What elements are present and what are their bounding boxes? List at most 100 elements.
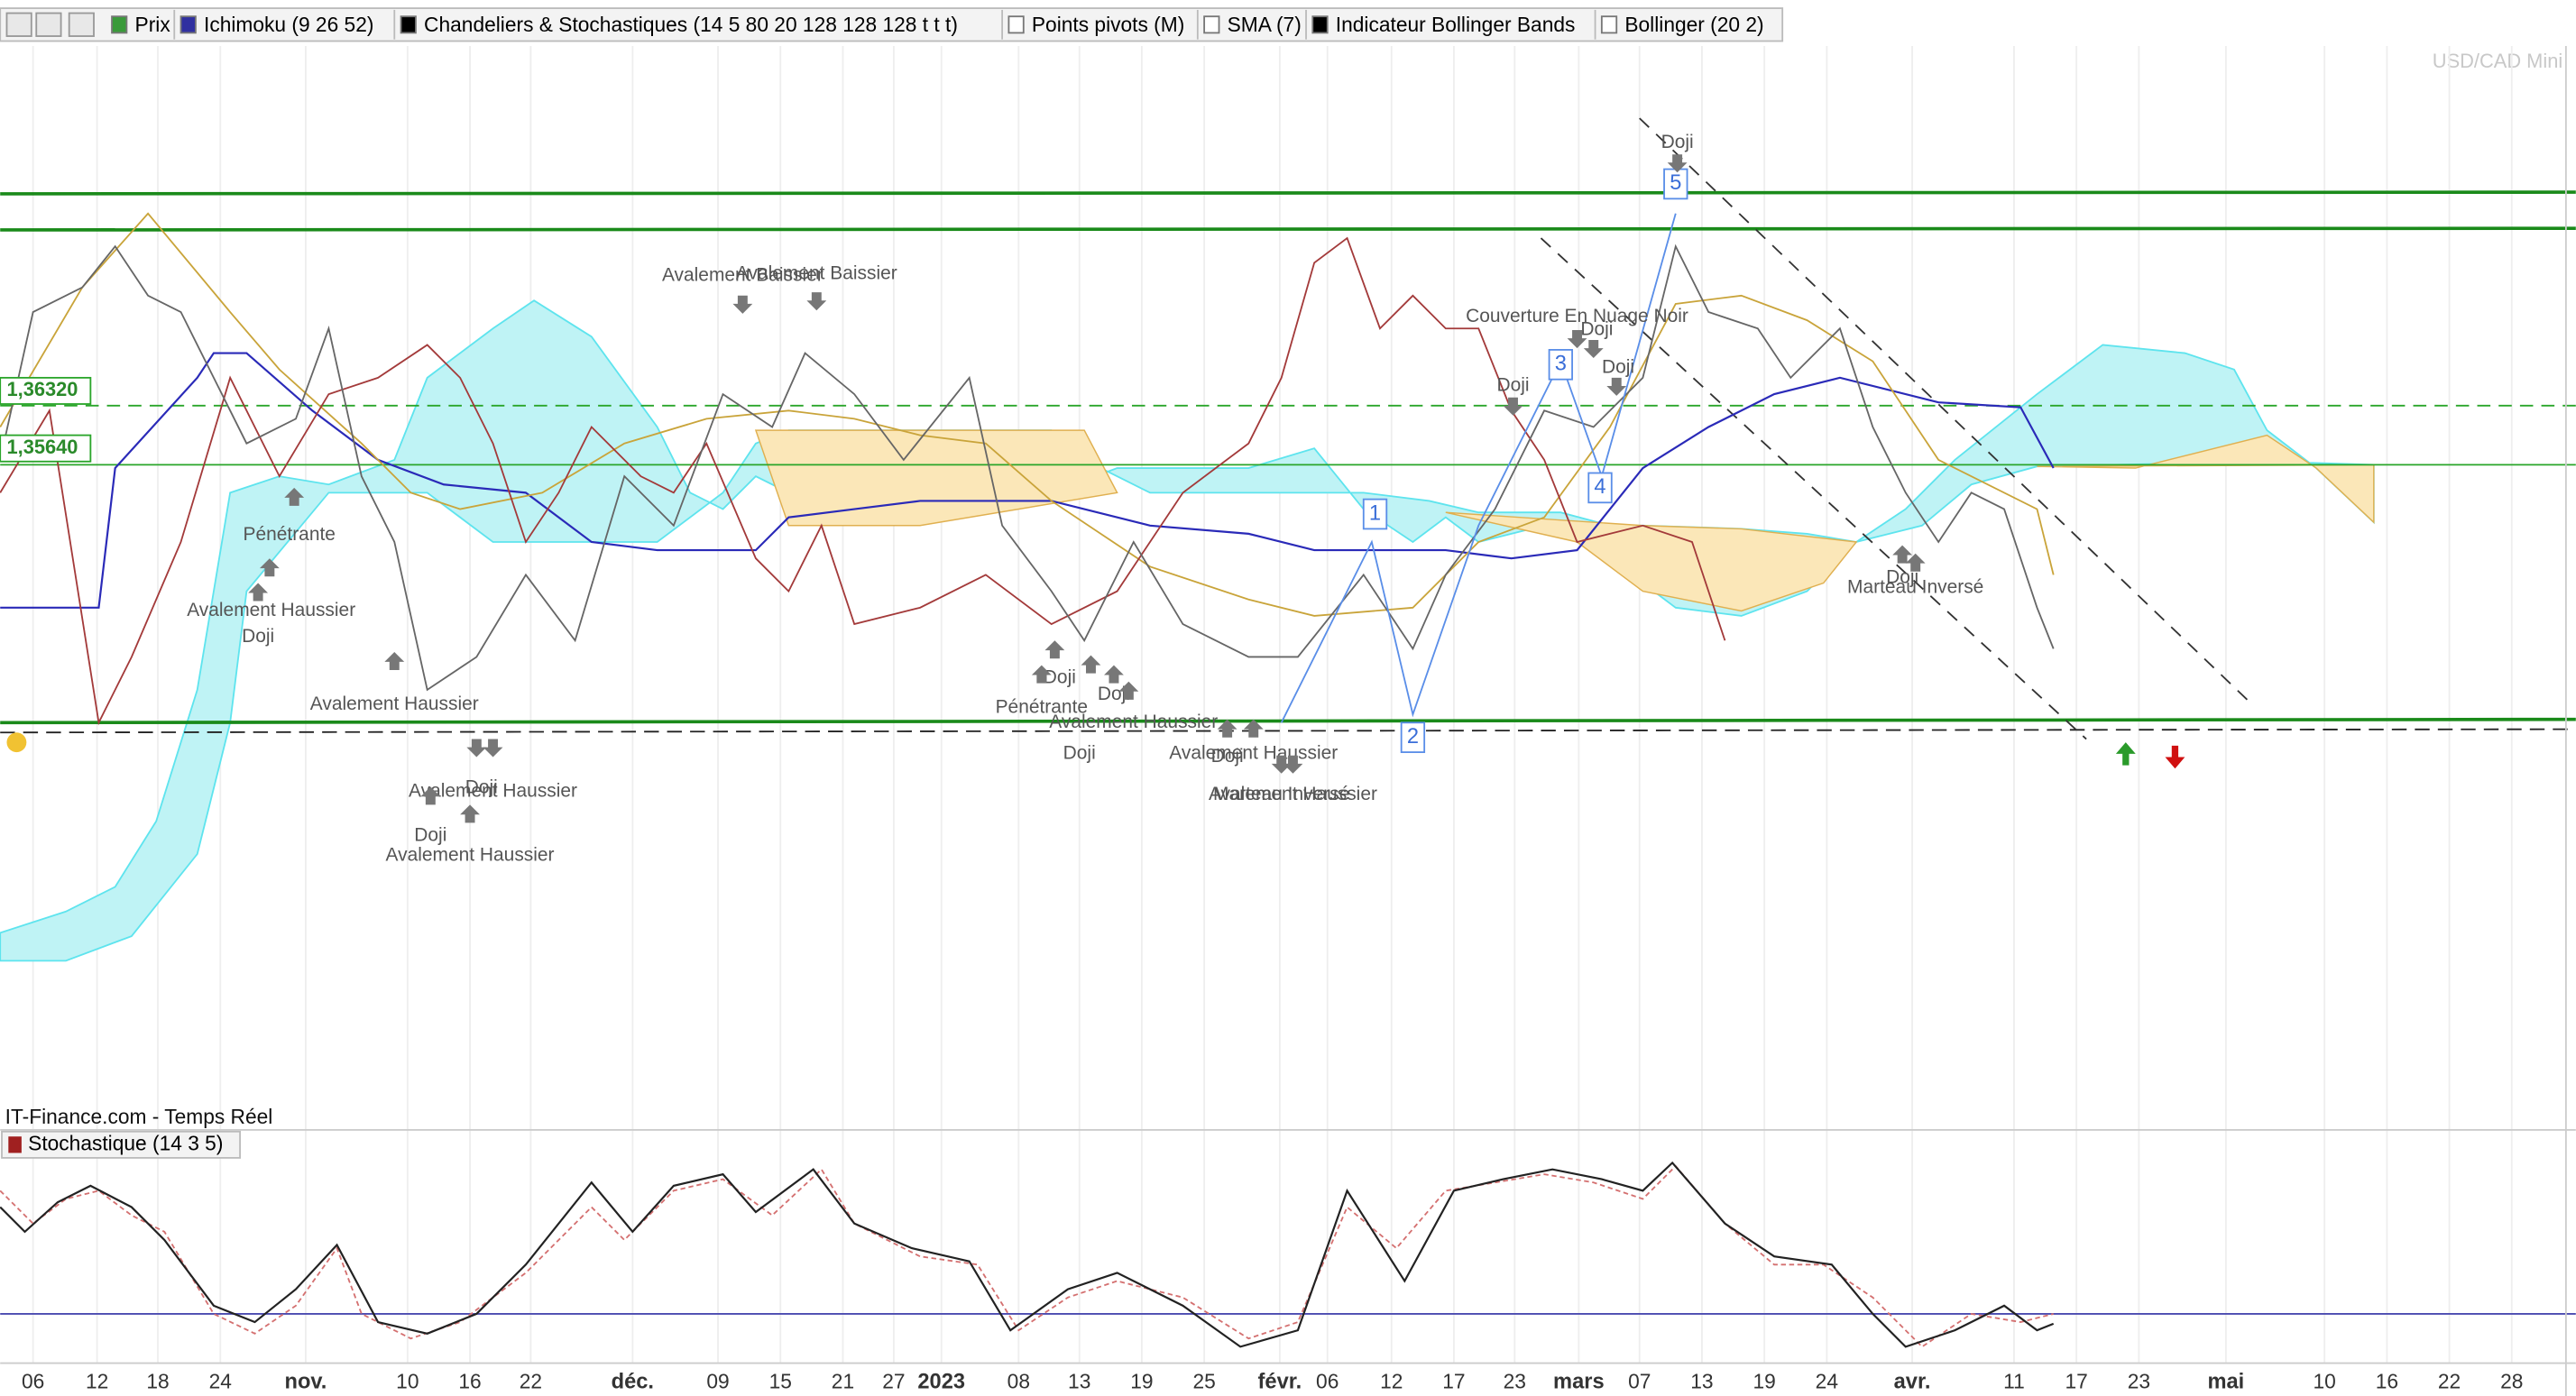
pattern-arrow — [420, 786, 441, 805]
pattern-arrow — [732, 295, 753, 314]
pattern-label: Pénétrante — [996, 696, 1088, 717]
x-tick-label: 24 — [209, 1369, 232, 1392]
toolbar-item[interactable]: Ichimoku (9 26 52) — [204, 13, 373, 36]
pattern-arrow — [1044, 640, 1065, 659]
toolbar-item[interactable]: Bollinger (20 2) — [1624, 13, 1763, 36]
x-tick-label: 09 — [706, 1369, 729, 1392]
wave-box — [1362, 498, 1388, 530]
x-tick-label: 15 — [769, 1369, 792, 1392]
x-tick-label: 2023 — [917, 1371, 965, 1394]
x-tick-label: avr. — [1894, 1371, 1931, 1394]
toolbar-item[interactable]: Prix — [135, 13, 171, 36]
toolbar-items: Prix Ichimoku (9 26 52) Chandeliers & Stoc… — [5, 9, 1764, 40]
wave-box — [1400, 721, 1426, 754]
pattern-arrow — [1031, 665, 1052, 684]
x-tick-label: 16 — [458, 1369, 481, 1392]
x-tick-label: 10 — [2314, 1369, 2336, 1392]
x-tick-label: 08 — [1007, 1369, 1030, 1392]
wave-label: 4 — [1594, 475, 1605, 499]
pattern-label: Avalement Baissier — [662, 264, 823, 285]
x-tick-label: 18 — [146, 1369, 169, 1392]
x-axis: 06 12 18 24 nov. 10 16 22 déc. 09 15 21 27 2023 08 13 19… — [22, 1369, 2523, 1393]
pattern-label: Doji — [1044, 667, 1076, 688]
pattern-arrow — [806, 292, 827, 311]
x-tick-label: 28 — [2500, 1369, 2523, 1392]
pattern-label: Doji — [465, 777, 498, 798]
pattern-label: Avalement Baissier — [736, 263, 897, 284]
tenkan-line — [0, 212, 2055, 617]
x-tick-label: 16 — [2376, 1369, 2398, 1392]
pattern-arrow — [248, 583, 269, 602]
wave-label: 1 — [1369, 501, 1381, 525]
grid — [32, 45, 2513, 1364]
toolbar-button[interactable] — [5, 12, 32, 37]
toolbar-button[interactable] — [35, 12, 62, 37]
indicator-tab[interactable] — [1, 1130, 241, 1159]
pattern-arrow — [1667, 154, 1688, 173]
indicator-checkbox[interactable] — [1203, 15, 1220, 34]
indicator-swatch — [8, 1136, 22, 1153]
resistance-line — [0, 226, 2576, 232]
x-tick-label: 22 — [2438, 1369, 2461, 1392]
chikou-line — [0, 236, 1726, 726]
resistance-line — [0, 190, 2576, 196]
pattern-arrow — [1583, 339, 1604, 359]
x-tick-label: 27 — [882, 1369, 905, 1392]
price-label: 1,36320 — [6, 378, 78, 400]
pattern-arrow — [1503, 397, 1523, 416]
x-tick-label: 19 — [1130, 1369, 1153, 1392]
indicator-checkbox[interactable] — [1600, 15, 1618, 34]
indicator-checkbox[interactable] — [179, 15, 197, 34]
x-tick-label: 24 — [1816, 1369, 1838, 1392]
indicator-checkbox[interactable] — [400, 15, 417, 34]
pattern-label: Marteau Inversé — [1847, 577, 1983, 598]
toolbar-item[interactable]: Chandeliers & Stochastiques (14 5 80 20 … — [424, 13, 958, 36]
x-tick-label: 23 — [1504, 1369, 1526, 1392]
x-tick-label: 10 — [396, 1369, 419, 1392]
pattern-arrow — [1118, 681, 1139, 700]
wave-label: 5 — [1670, 171, 1681, 195]
pattern-arrow — [1081, 655, 1101, 674]
pattern-label: Doji — [414, 825, 446, 846]
pattern-arrow — [259, 558, 280, 577]
source: IT-Finance.com - Temps Réel — [5, 1105, 273, 1128]
toolbar-item[interactable]: Points pivots (M) — [1032, 13, 1184, 36]
indicator-label: Stochastique (14 3 5) — [28, 1131, 223, 1154]
pattern-arrow — [460, 804, 480, 823]
pattern-label: Doji — [1496, 375, 1529, 396]
toolbar-item[interactable]: SMA (7) — [1228, 13, 1302, 36]
x-tick-label: 25 — [1192, 1369, 1215, 1392]
pattern-label: Doji — [1886, 567, 1918, 588]
kijun-line — [0, 352, 2055, 609]
symbol: USD/CAD Mini — [2433, 50, 2562, 72]
pattern-label: Doji — [1211, 746, 1244, 767]
pattern-label: Avalement Haussier — [187, 600, 355, 620]
wave-labels: 1 2 3 4 5 — [1362, 168, 1688, 754]
wave-label: 3 — [1555, 353, 1567, 376]
alert-line — [0, 728, 2576, 734]
x-tick-label: 23 — [2128, 1369, 2150, 1392]
toolbar-button[interactable] — [68, 12, 95, 37]
support-line — [0, 717, 2576, 725]
x-tick-label: 07 — [1628, 1369, 1651, 1392]
toolbar-item[interactable]: Indicateur Bollinger Bands — [1336, 13, 1576, 36]
x-tick-label: 19 — [1753, 1369, 1775, 1392]
pattern-label: Avalement Haussier — [1209, 784, 1377, 804]
price-label-box — [0, 434, 92, 463]
x-tick-label: 11 — [2003, 1369, 2025, 1392]
x-tick-label: 17 — [1442, 1369, 1465, 1392]
pattern-label: Marteau Inversé — [1213, 784, 1349, 804]
x-tick-label: 12 — [86, 1369, 108, 1392]
alert-icon — [6, 732, 27, 753]
x-tick-label: mars — [1553, 1371, 1605, 1394]
indicator-checkbox[interactable] — [1311, 15, 1329, 34]
pattern-label: Pénétrante — [243, 524, 335, 545]
indicator-checkbox[interactable] — [111, 15, 128, 34]
price-path — [0, 243, 2055, 692]
pattern-label: Doji — [1580, 319, 1613, 340]
indicator-checkbox[interactable] — [1007, 15, 1025, 34]
pattern-label: Doji — [1661, 132, 1694, 152]
pattern-label: Doji — [1602, 356, 1634, 377]
